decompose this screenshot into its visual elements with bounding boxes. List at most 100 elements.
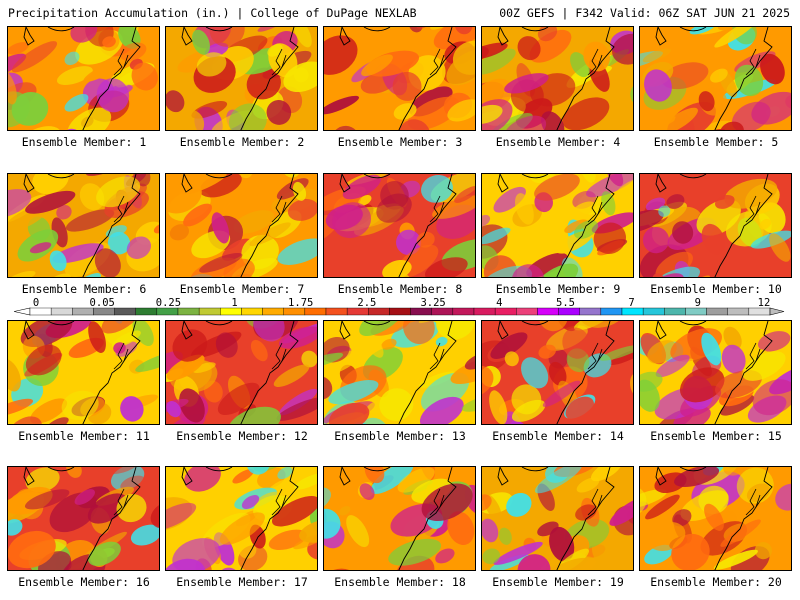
ensemble-member-map-20 xyxy=(639,466,792,571)
bay-outline xyxy=(271,195,287,223)
coastline xyxy=(240,321,299,424)
ensemble-member-label: Ensemble Member: 3 xyxy=(337,135,463,149)
colorbar-box xyxy=(368,307,390,316)
precip-field xyxy=(640,467,791,570)
coastline xyxy=(714,27,773,130)
bay-outline xyxy=(429,342,445,370)
ensemble-member-map-11 xyxy=(7,320,160,425)
colorbar-box xyxy=(241,307,263,316)
colorbar-min-arrow xyxy=(14,307,31,316)
precip-field xyxy=(166,174,317,277)
ensemble-member-map-9 xyxy=(481,173,634,278)
coastline xyxy=(556,174,615,277)
model-valid-time: 00Z GEFS | F342 Valid: 06Z SAT JUN 21 20… xyxy=(499,6,790,20)
precip-field xyxy=(324,321,475,424)
coastline xyxy=(240,174,299,277)
precip-field xyxy=(8,321,159,424)
colorbar-tick-label: 12 xyxy=(758,297,771,309)
colorbar-tick-label: 1 xyxy=(231,297,237,309)
ensemble-member-label: Ensemble Member: 14 xyxy=(492,429,624,443)
colorbar-box xyxy=(431,307,454,316)
colorbar-box xyxy=(198,307,221,316)
great-lakes-outline xyxy=(339,321,391,340)
ensemble-member-label: Ensemble Member: 12 xyxy=(176,429,308,443)
ensemble-member-map-18 xyxy=(323,466,476,571)
colorbar-box xyxy=(727,307,750,316)
bay-outline xyxy=(429,195,445,223)
ensemble-member-label: Ensemble Member: 6 xyxy=(21,282,147,296)
colorbar-tick-label: 2.5 xyxy=(357,297,376,309)
great-lakes-outline xyxy=(339,27,391,46)
bay-outline xyxy=(745,195,761,223)
colorbar-box xyxy=(621,307,644,316)
coastline xyxy=(398,27,457,130)
ensemble-member-map-8 xyxy=(323,173,476,278)
ensemble-member-label: Ensemble Member: 7 xyxy=(179,282,305,296)
bay-outline xyxy=(429,48,445,76)
precip-field xyxy=(166,321,317,424)
precip-field xyxy=(324,27,475,130)
ensemble-member-label: Ensemble Member: 10 xyxy=(650,282,782,296)
colorbar-box xyxy=(452,307,475,316)
great-lakes-outline xyxy=(181,174,233,193)
ensemble-member-label: Ensemble Member: 20 xyxy=(650,575,782,589)
coastline xyxy=(556,467,615,570)
bay-outline xyxy=(113,48,129,76)
colorbar-box xyxy=(262,307,284,316)
ensemble-member-label: Ensemble Member: 18 xyxy=(334,575,466,589)
ensemble-member-label: Ensemble Member: 4 xyxy=(495,135,621,149)
ensemble-member-map-2 xyxy=(165,26,318,131)
precip-field xyxy=(8,27,159,130)
ensemble-member-map-3 xyxy=(323,26,476,131)
colorbar-box xyxy=(93,307,115,316)
great-lakes-outline xyxy=(181,27,233,46)
colorbar-box xyxy=(114,307,136,316)
ensemble-member-map-1 xyxy=(7,26,160,131)
coastline xyxy=(82,321,141,424)
precip-field xyxy=(482,321,633,424)
great-lakes-outline xyxy=(497,174,549,193)
precip-field xyxy=(8,174,159,277)
map-title: Precipitation Accumulation (in.) | Colle… xyxy=(8,6,417,20)
colorbar-box xyxy=(642,307,665,316)
bay-outline xyxy=(745,48,761,76)
bay-outline xyxy=(113,488,129,516)
bay-outline xyxy=(271,342,287,370)
coastline xyxy=(82,174,141,277)
great-lakes-outline xyxy=(339,174,391,193)
coastline xyxy=(82,467,141,570)
colorbar-tick-label: 7 xyxy=(628,297,634,309)
colorbar-box xyxy=(135,307,158,316)
colorbar-box xyxy=(494,307,517,316)
ensemble-member-map-17 xyxy=(165,466,318,571)
ensemble-member-map-5 xyxy=(639,26,792,131)
colorbar-box xyxy=(177,307,200,316)
bay-outline xyxy=(745,342,761,370)
coastline xyxy=(714,467,773,570)
great-lakes-outline xyxy=(655,27,707,46)
ensemble-member-map-14 xyxy=(481,320,634,425)
ensemble-member-label: Ensemble Member: 15 xyxy=(650,429,782,443)
bay-outline xyxy=(271,48,287,76)
colorbar-tick-label: 9 xyxy=(695,297,701,309)
colorbar-box xyxy=(220,307,242,316)
great-lakes-outline xyxy=(497,27,549,46)
colorbar-box xyxy=(516,307,538,316)
colorbar-box xyxy=(558,307,580,316)
coastline xyxy=(556,321,615,424)
ensemble-member-label: Ensemble Member: 17 xyxy=(176,575,308,589)
colorbar-box xyxy=(706,307,728,316)
ensemble-member-label: Ensemble Member: 2 xyxy=(179,135,305,149)
precip-field xyxy=(482,174,633,277)
great-lakes-outline xyxy=(655,321,707,340)
colorbar-box xyxy=(389,307,411,316)
coastline xyxy=(398,174,457,277)
ensemble-member-label: Ensemble Member: 19 xyxy=(492,575,624,589)
precip-field xyxy=(640,27,791,130)
colorbar-box xyxy=(473,307,496,316)
coastline xyxy=(82,27,141,130)
precip-field xyxy=(640,174,791,277)
great-lakes-outline xyxy=(23,27,75,46)
ensemble-member-label: Ensemble Member: 1 xyxy=(21,135,147,149)
colorbar-box xyxy=(50,307,73,316)
